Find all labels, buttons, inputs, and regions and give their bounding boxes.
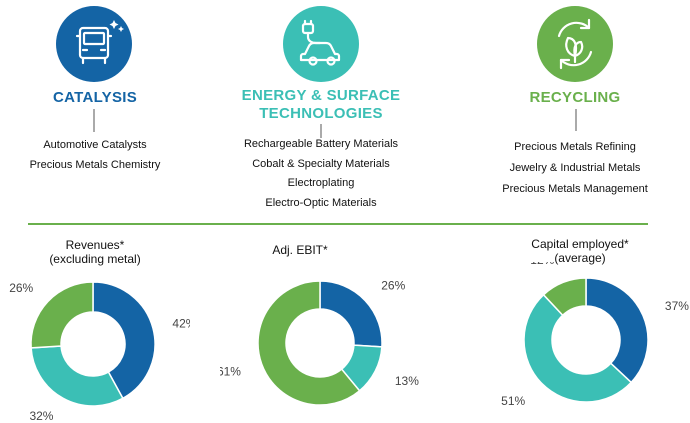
donut-label-energy-and-surface-technologies: 32% — [29, 409, 53, 423]
connector-line — [575, 109, 577, 131]
section-divider — [28, 223, 648, 225]
segment-item: Precious Metals Refining — [514, 141, 636, 153]
chart-title-revenues: Revenues* (excluding metal) — [49, 238, 141, 266]
donut-chart-revenues: 42% 32% 26% — [9, 281, 190, 423]
segment-title-catalysis: CATALYSIS — [52, 89, 138, 106]
connector-line — [320, 124, 322, 138]
segment-item: Rechargeable Battery Materials — [243, 138, 399, 150]
segment-item: Electroplating — [287, 177, 355, 189]
truck-icon — [56, 6, 132, 82]
segment-title-energy: ENERGY & SURFACE TECHNOLOGIES — [241, 87, 401, 122]
segment-items-recycling: Precious Metals Refining Jewelry & Indus… — [485, 137, 665, 200]
donut-slice-recycling — [257, 280, 361, 406]
donut-label-catalysis: 26% — [381, 278, 405, 292]
segment-items-catalysis: Automotive Catalysts Precious Metals Che… — [10, 136, 180, 175]
donut-slice-catalysis — [92, 281, 156, 400]
donut-chart-capital-employed: 37% 51% 12% — [501, 262, 689, 408]
donut-chart-adj-ebit: 26% 13% 61% — [220, 278, 419, 406]
donut-label-recycling: 26% — [9, 281, 33, 295]
donut-slice-energy-and-surface-technologies — [30, 345, 124, 407]
chart-title-adj-ebit: Adj. EBIT* — [272, 243, 328, 257]
donut-slice-recycling — [30, 281, 94, 349]
segment-title-recycling: RECYCLING — [529, 89, 621, 106]
donut-label-recycling: 12% — [530, 262, 554, 267]
segment-item: Cobalt & Specialty Materials — [252, 157, 390, 170]
donut-slice-catalysis — [319, 280, 383, 348]
donut-label-catalysis: 42% — [172, 317, 190, 331]
donut-label-energy-and-surface-technologies: 13% — [395, 374, 419, 388]
donut-label-catalysis: 37% — [665, 299, 689, 313]
donut-slice-recycling — [542, 277, 587, 317]
donut-label-energy-and-surface-technologies: 51% — [501, 394, 525, 408]
chart-title-capital-employed: Capital employed* (average) — [531, 237, 629, 265]
segment-item: Precious Metals Chemistry — [29, 158, 161, 171]
segment-item: Electro-Optic Materials — [265, 196, 377, 209]
electric-car-icon — [283, 6, 359, 82]
connector-line — [93, 109, 95, 132]
donut-slice-energy-and-surface-technologies — [523, 293, 633, 403]
donut-slice-catalysis — [585, 277, 649, 384]
segment-items-energy: Rechargeable Battery Materials Cobalt & … — [226, 135, 416, 213]
segment-item: Precious Metals Management — [502, 183, 648, 195]
segment-item: Automotive Catalysts — [43, 139, 147, 151]
donut-label-recycling: 61% — [220, 364, 241, 378]
segment-item: Jewelry & Industrial Metals — [509, 162, 641, 174]
recycle-leaf-icon — [537, 6, 613, 82]
